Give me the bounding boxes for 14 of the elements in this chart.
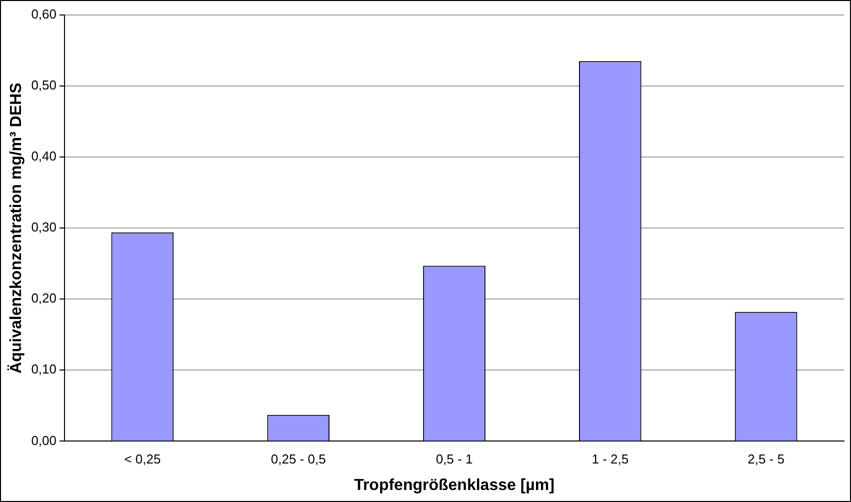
y-tick-label: 0,00 [31, 432, 56, 448]
y-tick-label: 0,60 [31, 6, 56, 22]
x-tick-label: 2,5 - 5 [748, 452, 784, 467]
y-tick-label: 0,20 [31, 290, 56, 306]
y-tick-label: 0,10 [31, 362, 56, 377]
y-axis-title: Äquivalenzkonzentration mg/m³ DEHS [7, 82, 26, 374]
x-tick-label: 1 - 2,5 [592, 452, 629, 467]
y-tick-label: 0,50 [31, 78, 56, 93]
x-tick-label: 0,25 - 0,5 [270, 452, 326, 467]
x-tick-label: 0,5 - 1 [436, 452, 473, 467]
y-tick-label: 0,30 [31, 220, 56, 235]
x-axis-title: Tropfengrößenklasse [µm] [354, 476, 554, 494]
y-tick-label: 0,40 [31, 148, 56, 164]
x-tick-label: < 0,25 [124, 452, 161, 467]
